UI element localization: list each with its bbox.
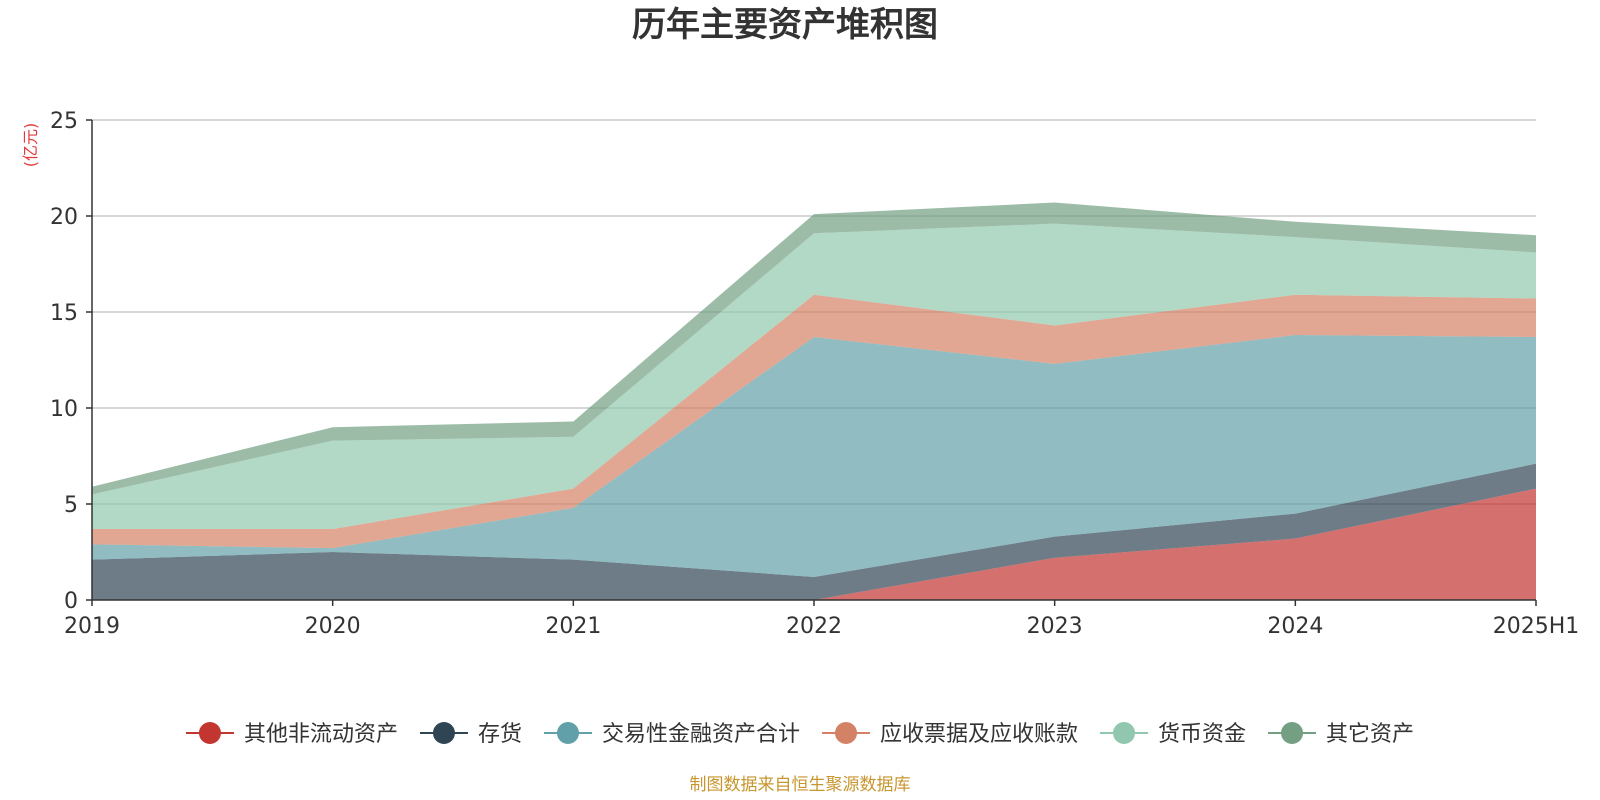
area-series-5 — [92, 223, 1536, 529]
area-series-1 — [92, 488, 1536, 600]
area-series-4 — [92, 294, 1536, 549]
legend-label: 应收票据及应收账款 — [880, 722, 1078, 747]
x-tick-label-2022: 2022 — [786, 614, 842, 639]
area-series-6 — [92, 202, 1536, 495]
y-tick-label-0: 0 — [64, 589, 78, 614]
legend-item-3: 交易性金融资产合计 — [543, 722, 800, 747]
axes: 0 5 10 15 20 25 2019 2020 2021 2022 2023 2024 2025H1 — [50, 109, 1579, 639]
area-series-2 — [92, 463, 1536, 600]
x-tick-label-2025H1: 2025H1 — [1493, 614, 1580, 639]
legend-marker — [835, 722, 857, 744]
x-tick-label-2023: 2023 — [1027, 614, 1083, 639]
legend-item-4: 应收票据及应收账款 — [822, 722, 1078, 747]
legend-label: 存货 — [478, 722, 522, 747]
legend-marker — [198, 722, 221, 744]
x-tick-label-2021: 2021 — [545, 614, 601, 639]
legend-label: 其它资产 — [1326, 722, 1414, 747]
x-tick-label-2019: 2019 — [64, 614, 120, 639]
legend: 其他非流动资产 存货 交易性金融资产合计 应收票据及应收账款 货币资金 其它资产 — [185, 722, 1414, 747]
legend-marker — [432, 722, 455, 744]
y-tick-label-15: 15 — [50, 301, 78, 326]
legend-label: 其他非流动资产 — [244, 722, 398, 747]
legend-item-6: 其它资产 — [1268, 722, 1414, 747]
legend-marker — [1281, 722, 1304, 744]
source-note: 制图数据来自恒生聚源数据库 — [690, 775, 911, 795]
x-tick-label-2020: 2020 — [305, 614, 361, 639]
y-tick-label-20: 20 — [50, 205, 78, 230]
y-axis-unit-label: (亿元) — [21, 123, 40, 168]
x-tick-label-2024: 2024 — [1267, 614, 1323, 639]
legend-marker — [1113, 722, 1136, 744]
y-tick-label-5: 5 — [64, 493, 78, 518]
legend-marker — [556, 722, 579, 744]
chart-title: 历年主要资产堆积图 — [632, 5, 938, 45]
legend-item-5: 货币资金 — [1100, 722, 1246, 747]
stacked-areas — [92, 202, 1536, 600]
y-tick-label-25: 25 — [50, 109, 78, 134]
legend-label: 货币资金 — [1158, 722, 1246, 747]
legend-item-2: 存货 — [419, 722, 522, 747]
area-series-3 — [92, 335, 1536, 577]
legend-item-1: 其他非流动资产 — [185, 722, 398, 747]
y-tick-label-10: 10 — [50, 397, 78, 422]
legend-label: 交易性金融资产合计 — [602, 722, 800, 747]
